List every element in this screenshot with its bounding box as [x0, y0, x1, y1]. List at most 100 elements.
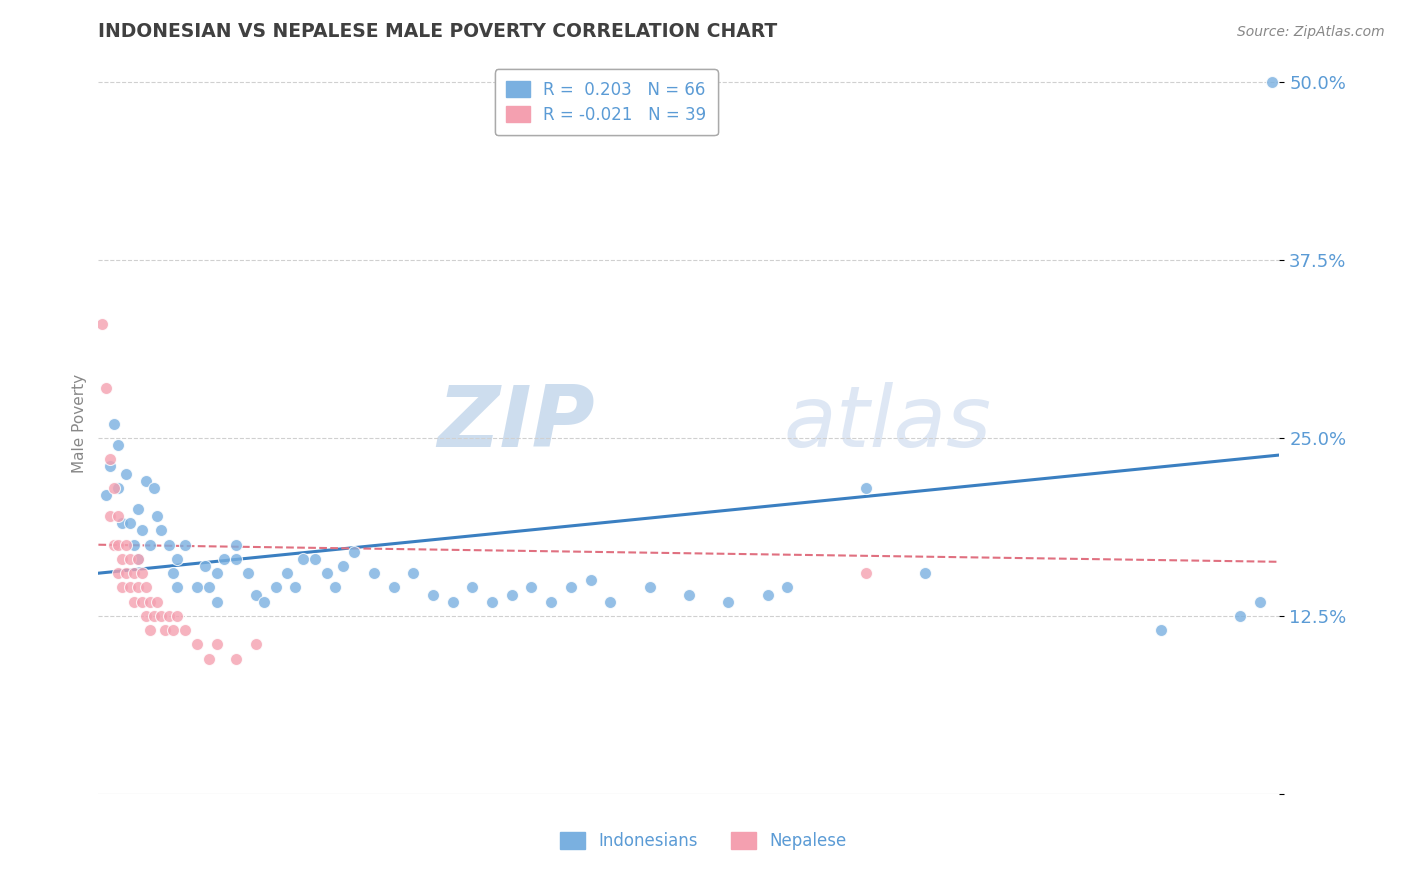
Point: [520, 581, 543, 595]
Point: [150, 608, 173, 623]
Point: [166, 581, 188, 595]
Point: [146, 595, 169, 609]
Point: [186, 581, 208, 595]
Point: [98, 459, 121, 474]
Point: [122, 566, 145, 581]
Point: [103, 481, 125, 495]
Point: [225, 651, 247, 665]
Point: [194, 559, 217, 574]
Point: [225, 552, 247, 566]
Point: [98, 452, 121, 467]
Point: [131, 524, 153, 538]
Point: [1150, 623, 1173, 637]
Point: [155, 623, 177, 637]
Point: [363, 566, 385, 581]
Point: [197, 581, 219, 595]
Point: [292, 552, 315, 566]
Point: [717, 595, 740, 609]
Point: [127, 581, 149, 595]
Point: [332, 559, 354, 574]
Point: [205, 637, 228, 651]
Point: [107, 438, 129, 452]
Point: [855, 566, 877, 581]
Point: [264, 581, 287, 595]
Point: [115, 538, 138, 552]
Point: [225, 538, 247, 552]
Point: [197, 651, 219, 665]
Point: [560, 581, 582, 595]
Point: [127, 552, 149, 566]
Point: [186, 637, 208, 651]
Legend: R =  0.203   N = 66, R = -0.021   N = 39: R = 0.203 N = 66, R = -0.021 N = 39: [495, 70, 718, 136]
Point: [245, 588, 267, 602]
Point: [135, 581, 157, 595]
Point: [127, 502, 149, 516]
Point: [540, 595, 562, 609]
Text: Source: ZipAtlas.com: Source: ZipAtlas.com: [1237, 25, 1385, 39]
Point: [855, 481, 877, 495]
Point: [103, 417, 125, 431]
Point: [107, 566, 129, 581]
Point: [157, 538, 180, 552]
Point: [276, 566, 298, 581]
Point: [111, 581, 134, 595]
Point: [205, 595, 228, 609]
Point: [441, 595, 464, 609]
Point: [162, 566, 184, 581]
Point: [756, 588, 779, 602]
Point: [214, 552, 236, 566]
Point: [304, 552, 326, 566]
Point: [111, 516, 134, 531]
Point: [382, 581, 405, 595]
Point: [253, 595, 276, 609]
Point: [236, 566, 259, 581]
Point: [343, 545, 366, 559]
Point: [118, 581, 141, 595]
Point: [776, 581, 799, 595]
Point: [157, 608, 180, 623]
Point: [150, 524, 173, 538]
Text: atlas: atlas: [783, 382, 991, 466]
Point: [914, 566, 936, 581]
Point: [107, 509, 129, 524]
Point: [111, 552, 134, 566]
Text: INDONESIAN VS NEPALESE MALE POVERTY CORRELATION CHART: INDONESIAN VS NEPALESE MALE POVERTY CORR…: [98, 21, 778, 41]
Point: [174, 623, 197, 637]
Point: [461, 581, 484, 595]
Point: [135, 608, 157, 623]
Text: ZIP: ZIP: [437, 382, 595, 466]
Point: [678, 588, 700, 602]
Point: [638, 581, 661, 595]
Point: [422, 588, 444, 602]
Point: [1260, 75, 1282, 89]
Point: [284, 581, 307, 595]
Point: [122, 595, 145, 609]
Point: [142, 608, 165, 623]
Point: [138, 595, 160, 609]
Point: [166, 608, 188, 623]
Point: [138, 538, 160, 552]
Point: [1249, 595, 1271, 609]
Point: [402, 566, 425, 581]
Point: [205, 566, 228, 581]
Point: [135, 474, 157, 488]
Point: [131, 566, 153, 581]
Point: [166, 552, 188, 566]
Point: [146, 509, 169, 524]
Legend: Indonesians, Nepalese: Indonesians, Nepalese: [553, 825, 853, 857]
Point: [91, 317, 114, 331]
Point: [96, 488, 118, 502]
Point: [142, 481, 165, 495]
Point: [162, 623, 184, 637]
Y-axis label: Male Poverty: Male Poverty: [72, 374, 87, 474]
Point: [118, 552, 141, 566]
Point: [107, 538, 129, 552]
Point: [138, 623, 160, 637]
Point: [103, 538, 125, 552]
Point: [599, 595, 621, 609]
Point: [1229, 608, 1251, 623]
Point: [579, 574, 602, 588]
Point: [115, 467, 138, 481]
Point: [315, 566, 337, 581]
Point: [131, 595, 153, 609]
